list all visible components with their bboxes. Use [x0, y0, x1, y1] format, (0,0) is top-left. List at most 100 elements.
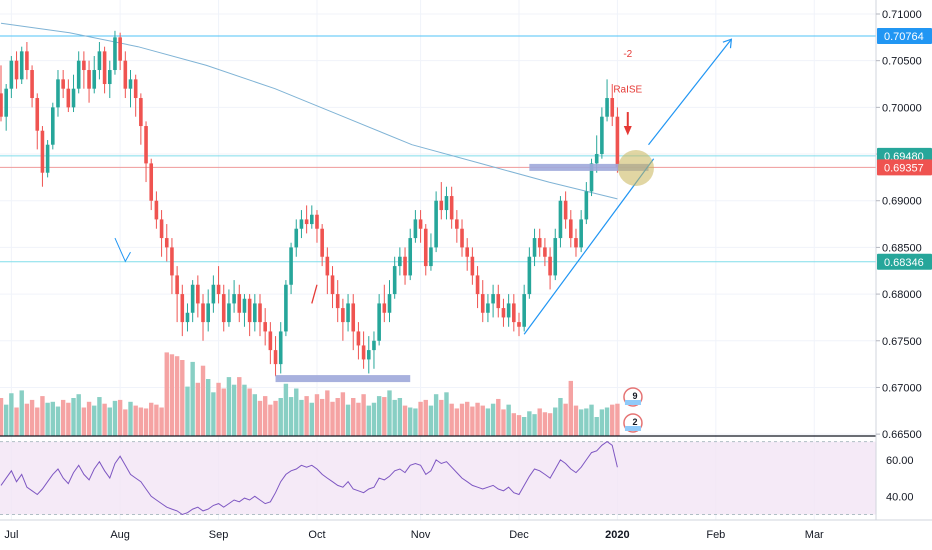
highlight-circle [617, 150, 654, 187]
candle-body [558, 200, 563, 239]
support-zone [529, 163, 649, 171]
candle-body [563, 200, 568, 220]
candle-body [403, 256, 407, 276]
volume-bar [361, 394, 366, 436]
candle-body [501, 308, 506, 318]
volume-bar [107, 407, 112, 436]
candle-body [242, 298, 247, 313]
volume-bar [376, 396, 382, 436]
candle-body [460, 228, 464, 248]
time-tick-label: Sep [209, 529, 229, 541]
drawn-marker-arrow [114, 237, 131, 263]
volume-bar [449, 403, 454, 436]
volume-bar [589, 404, 594, 436]
candle-body [30, 70, 34, 99]
volume-bar [143, 408, 149, 436]
volume-bar [40, 396, 45, 436]
volume-bar [226, 377, 232, 436]
drop-arrow-head [623, 126, 632, 136]
time-tick-label: Mar [805, 529, 824, 541]
volume-bar [190, 361, 195, 436]
volume-bar [547, 413, 553, 436]
candle-body [351, 303, 356, 332]
annotation-minus-two: -2 [623, 49, 632, 60]
candle-body [320, 228, 324, 257]
volume-bar [366, 405, 371, 436]
rsi-tick-label: 40.00 [886, 491, 914, 503]
candle-body [605, 98, 609, 117]
candle-body [92, 70, 97, 89]
candle-body [486, 303, 490, 313]
economic-events[interactable]: 92 [623, 387, 643, 433]
candle-body [532, 238, 537, 257]
volume-bar [408, 407, 413, 436]
price-pane[interactable]: -2 RaISE 92 [0, 0, 876, 520]
price-tag-label: 0.70764 [884, 31, 924, 43]
candle-body [185, 312, 190, 323]
candle-body [330, 275, 335, 295]
volume-bar [413, 408, 418, 436]
candle-body [216, 284, 221, 295]
candle-body [14, 60, 19, 80]
candle-body [4, 88, 8, 117]
volume-bar [537, 408, 542, 436]
volume-bar [356, 402, 361, 436]
candle-body [19, 51, 24, 80]
volume-bar [117, 399, 123, 436]
price-pane-background [0, 0, 876, 436]
candle-body [574, 238, 578, 248]
price-tag [877, 28, 932, 45]
candle-body [377, 303, 381, 341]
candle-body [133, 79, 138, 99]
volume-bar [578, 409, 584, 436]
time-scale[interactable]: Jul Aug Sep Oct Nov Dec 2020 Feb Mar [0, 519, 932, 541]
volume-bar [206, 379, 211, 436]
volume-bar [573, 405, 579, 436]
candle-body [9, 60, 14, 89]
volume-bar [133, 405, 138, 436]
volume-bar [216, 382, 221, 436]
volume-bar [278, 398, 283, 436]
volume-bar [485, 408, 491, 436]
time-tick-label: Dec [509, 529, 529, 541]
volume-bar [506, 404, 511, 436]
candle-body [569, 219, 573, 239]
candle-body [113, 37, 117, 71]
candle-body [71, 88, 76, 108]
price-scale[interactable]: 0.710000.705000.700000.695000.690000.685… [875, 0, 932, 520]
volume-bar [521, 417, 527, 436]
candle-body [82, 60, 86, 71]
volume-bar [92, 405, 97, 436]
volume-bar [490, 403, 496, 436]
volume-bar [335, 398, 340, 436]
candle-body [579, 219, 583, 248]
candle-body [263, 322, 267, 332]
candle-body [123, 60, 128, 89]
volume-bar [14, 407, 19, 436]
projection-arrow [648, 38, 732, 146]
volume-bar [128, 401, 133, 436]
candle-body [408, 238, 413, 276]
volume-bar [392, 399, 397, 436]
volume-bar [288, 397, 294, 436]
drawings[interactable] [114, 38, 733, 383]
candle-body [444, 196, 449, 211]
candle-body [294, 228, 299, 248]
volume-bar [35, 407, 40, 436]
volume-bar [402, 405, 408, 436]
rsi-ticks: 60.00 40.00 [886, 455, 914, 503]
candle-body [201, 303, 205, 323]
candle-body [429, 247, 433, 267]
price-tick-label: 0.68500 [882, 242, 922, 254]
time-tick-label: Aug [110, 529, 130, 541]
volume-bar [553, 407, 558, 436]
volume-bar [475, 402, 480, 436]
volume-bar [397, 398, 403, 436]
candle-body [299, 219, 304, 229]
candle-body [304, 219, 309, 225]
price-tick-label: 0.67500 [882, 336, 922, 348]
rsi-pane[interactable] [0, 440, 876, 516]
candles [0, 30, 620, 377]
volume-bar [185, 386, 190, 436]
